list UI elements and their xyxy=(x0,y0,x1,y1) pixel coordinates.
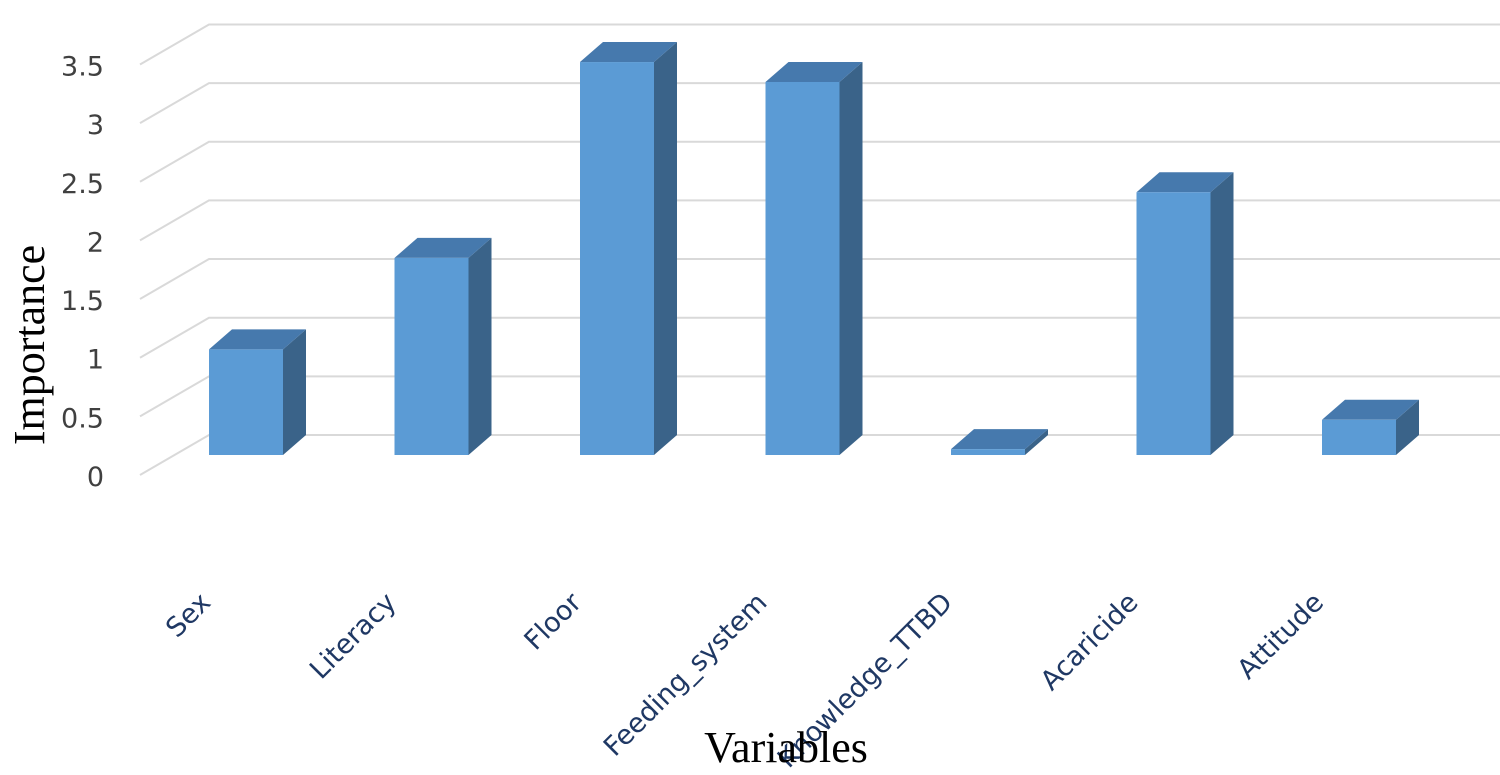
bar-front-face xyxy=(1322,419,1396,455)
gridline xyxy=(139,316,1500,359)
x-category-label: Floor xyxy=(519,586,589,656)
x-category-label: Sex xyxy=(160,587,217,644)
gridline xyxy=(139,23,1500,66)
y-tick-label: 3.5 xyxy=(61,51,104,82)
x-category-label: Literacy xyxy=(304,587,402,685)
bar-top-face xyxy=(1136,172,1234,193)
bar-front-face xyxy=(951,449,1025,455)
bar-side-face xyxy=(839,61,863,456)
bar-front-face xyxy=(765,81,840,456)
gridline xyxy=(139,199,1500,242)
bar-top-face xyxy=(951,429,1048,450)
bar-front-face xyxy=(394,257,469,455)
bar-side-face xyxy=(1210,172,1234,456)
y-axis-title: Importance xyxy=(5,245,54,445)
bar xyxy=(209,329,306,455)
y-tick-label: 1 xyxy=(87,345,104,376)
bar xyxy=(394,237,492,455)
bar-top-face xyxy=(580,42,677,63)
y-tick-label: 1.5 xyxy=(61,286,104,317)
bar-top-face xyxy=(209,329,306,350)
bar-front-face xyxy=(209,349,283,455)
gridline xyxy=(139,258,1500,300)
x-category-label: Attitude xyxy=(1232,587,1330,685)
y-tick-label: 3 xyxy=(87,110,104,141)
y-tick-label: 2.5 xyxy=(61,169,104,200)
bar-front-face xyxy=(1136,192,1211,456)
gridline xyxy=(139,82,1500,124)
bar xyxy=(1136,172,1234,456)
y-tick-label: 0 xyxy=(87,462,104,493)
bar-top-face xyxy=(1322,399,1419,420)
bar xyxy=(580,42,677,456)
bar-side-face xyxy=(468,237,492,455)
x-axis-title: Variables xyxy=(704,723,868,772)
bar xyxy=(951,429,1048,455)
bar-side-face xyxy=(654,42,677,456)
bar xyxy=(1322,399,1419,455)
y-axis-ticks: 0 0.5 1 1.5 2 2.5 3 3.5 xyxy=(61,51,104,493)
bar xyxy=(765,61,863,456)
bar-front-face xyxy=(580,62,654,456)
bar-side-face xyxy=(283,329,306,455)
bar-top-face xyxy=(394,237,492,258)
gridline xyxy=(139,140,1500,183)
bar-side-face xyxy=(1025,429,1048,455)
bars xyxy=(209,42,1419,456)
y-tick-label: 0.5 xyxy=(61,403,104,434)
gridlines xyxy=(139,23,1500,476)
y-tick-label: 2 xyxy=(87,227,104,258)
bar-top-face xyxy=(765,61,863,82)
bar-side-face xyxy=(1396,399,1419,455)
x-category-label: Acaricide xyxy=(1035,587,1145,697)
